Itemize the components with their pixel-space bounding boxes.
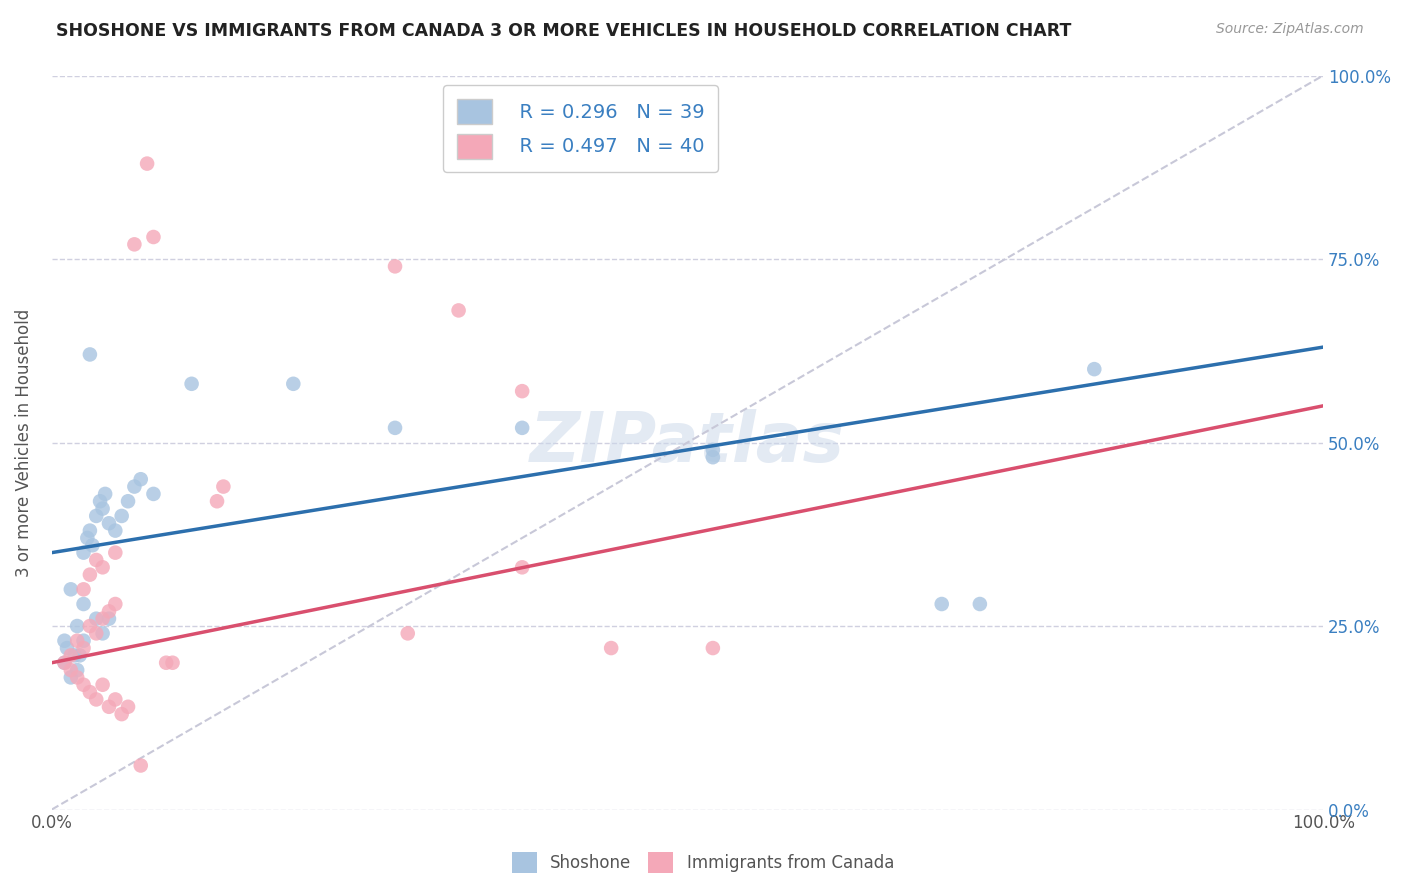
Point [600, 641, 623, 656]
Point [84, 626, 107, 640]
Point [66, 633, 89, 648]
Point [142, 487, 165, 501]
Point [104, 692, 127, 706]
Legend: Shoshone, Immigrants from Canada: Shoshone, Immigrants from Canada [505, 846, 901, 880]
Point [91, 626, 114, 640]
Point [72, 641, 94, 656]
Point [72, 546, 94, 560]
Point [72, 597, 94, 611]
Point [97, 604, 120, 618]
Point [212, 479, 235, 493]
Point [97, 516, 120, 531]
Point [111, 707, 134, 722]
Point [79, 567, 101, 582]
Point [84, 553, 107, 567]
Y-axis label: 3 or more Vehicles in Household: 3 or more Vehicles in Household [15, 309, 32, 576]
Point [94, 487, 117, 501]
Point [63, 648, 86, 663]
Point [89, 494, 111, 508]
Point [510, 421, 533, 435]
Point [510, 384, 533, 399]
Point [104, 524, 127, 538]
Point [117, 699, 139, 714]
Point [117, 494, 139, 508]
Point [66, 619, 89, 633]
Point [384, 421, 406, 435]
Point [53, 656, 76, 670]
Point [79, 619, 101, 633]
Point [384, 260, 406, 274]
Point [702, 641, 724, 656]
Point [396, 626, 419, 640]
Point [283, 376, 305, 391]
Point [84, 692, 107, 706]
Text: Source: ZipAtlas.com: Source: ZipAtlas.com [1216, 22, 1364, 37]
Point [59, 670, 82, 684]
Point [205, 494, 228, 508]
Point [59, 582, 82, 597]
Point [66, 670, 89, 684]
Point [702, 442, 724, 457]
Point [82, 538, 104, 552]
Point [104, 546, 127, 560]
Point [72, 678, 94, 692]
Point [56, 641, 79, 656]
Point [129, 472, 152, 486]
Point [1083, 362, 1105, 376]
Point [91, 501, 114, 516]
Point [69, 648, 91, 663]
Point [155, 656, 177, 670]
Point [59, 663, 82, 677]
Point [66, 663, 89, 677]
Point [72, 633, 94, 648]
Point [72, 582, 94, 597]
Point [76, 531, 98, 545]
Point [136, 156, 159, 170]
Point [142, 230, 165, 244]
Point [702, 450, 724, 465]
Point [91, 678, 114, 692]
Point [104, 597, 127, 611]
Point [84, 508, 107, 523]
Point [129, 758, 152, 772]
Point [931, 597, 953, 611]
Point [180, 376, 202, 391]
Point [124, 237, 146, 252]
Point [124, 479, 146, 493]
Point [79, 347, 101, 361]
Point [447, 303, 470, 318]
Point [84, 612, 107, 626]
Point [97, 612, 120, 626]
Point [53, 656, 76, 670]
Point [510, 560, 533, 574]
Text: SHOSHONE VS IMMIGRANTS FROM CANADA 3 OR MORE VEHICLES IN HOUSEHOLD CORRELATION C: SHOSHONE VS IMMIGRANTS FROM CANADA 3 OR … [56, 22, 1071, 40]
Point [79, 685, 101, 699]
Point [91, 612, 114, 626]
Point [97, 699, 120, 714]
Point [59, 648, 82, 663]
Point [91, 560, 114, 574]
Point [53, 633, 76, 648]
Text: ZIPatlas: ZIPatlas [530, 409, 845, 476]
Point [79, 524, 101, 538]
Legend:   R = 0.296   N = 39,   R = 0.497   N = 40: R = 0.296 N = 39, R = 0.497 N = 40 [443, 86, 718, 172]
Point [162, 656, 184, 670]
Point [111, 508, 134, 523]
Point [969, 597, 991, 611]
